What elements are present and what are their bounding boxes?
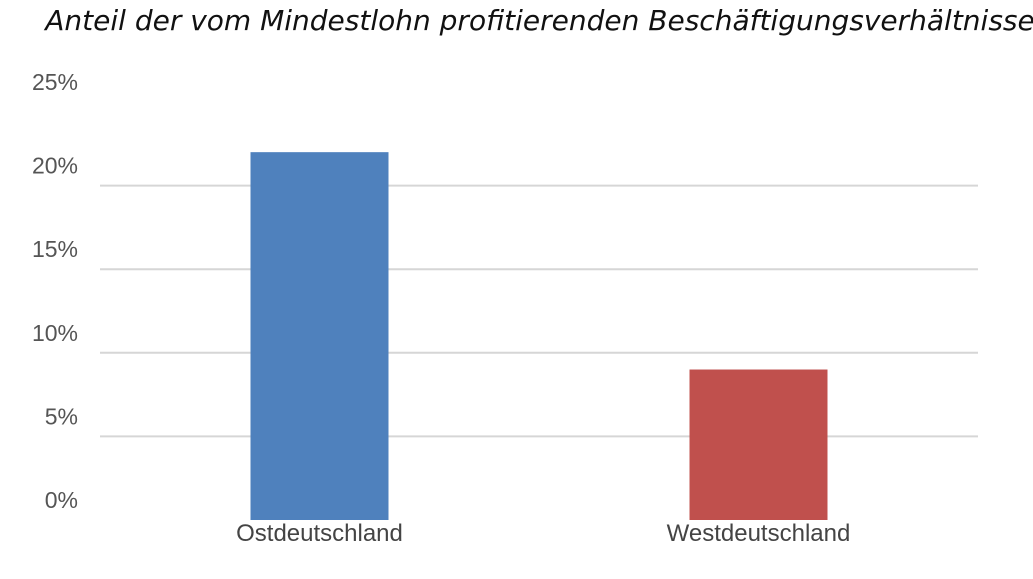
- y-tick-label: 5%: [45, 403, 78, 429]
- chart-title: Anteil der vom Mindestlohn profitierende…: [43, 4, 1033, 37]
- y-tick-label: 15%: [32, 236, 78, 262]
- y-tick-label: 10%: [32, 320, 78, 346]
- y-tick-label: 20%: [32, 153, 78, 179]
- y-tick-label: 25%: [32, 69, 78, 95]
- x-axis-ticks: Ostdeutschland Westdeutschland: [236, 520, 850, 547]
- x-tick-label: Ostdeutschland: [236, 520, 403, 547]
- bar-ostdeutschland: [250, 152, 389, 520]
- y-axis-ticks: 0% 5% 10% 15% 20% 25%: [32, 69, 78, 513]
- bar-westdeutschland: [689, 369, 828, 520]
- gridlines: [100, 184, 978, 438]
- x-tick-label: Westdeutschland: [667, 520, 851, 547]
- y-tick-label: 0%: [45, 487, 78, 513]
- bars: [250, 152, 828, 520]
